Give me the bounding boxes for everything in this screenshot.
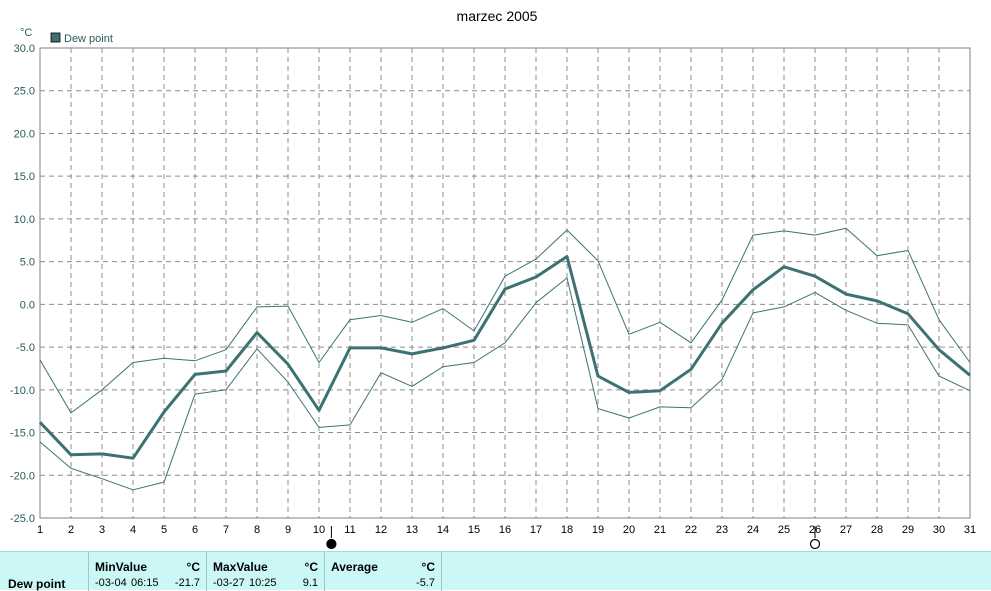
x-tick-label: 6	[192, 524, 198, 536]
min-value-header: MinValue	[95, 560, 148, 574]
x-tick-label: 3	[99, 524, 105, 536]
x-tick-label: 25	[778, 524, 790, 536]
max-value-unit: °C	[304, 560, 318, 574]
x-tick-label: 1	[37, 524, 43, 536]
min-value-value: -21.7	[174, 577, 200, 589]
x-tick-label: 8	[254, 524, 260, 536]
x-tick-label: 31	[964, 524, 976, 536]
x-tick-label: 19	[592, 524, 604, 536]
average-value: -5.7	[416, 577, 435, 589]
x-tick-label: 11	[344, 524, 355, 536]
x-tick-label: 12	[375, 524, 387, 536]
y-tick-label: 10.0	[14, 214, 35, 226]
y-tick-label: 30.0	[14, 43, 35, 55]
x-tick-label: 5	[161, 524, 167, 536]
max-value-time: 10:25	[249, 577, 277, 589]
x-tick-label: 15	[468, 524, 480, 536]
x-tick-label: 2	[68, 524, 74, 536]
y-tick-label: 25.0	[14, 86, 35, 98]
max-value-value: 9.1	[302, 577, 318, 589]
legend-swatch	[50, 32, 61, 43]
stats-row-label: Dew point	[8, 577, 66, 591]
x-tick-label: 22	[685, 524, 697, 536]
average-cell: Average °C -5.7	[324, 552, 442, 591]
x-tick-label: 13	[406, 524, 418, 536]
x-tick-label: 14	[437, 524, 449, 536]
y-tick-label: -10.0	[10, 385, 35, 397]
x-tick-label: 9	[285, 524, 291, 536]
x-tick-label: 30	[933, 524, 945, 536]
max-value-cell: MaxValue °C -03-27 10:25 9.1	[206, 552, 324, 591]
series-line-max	[39, 227, 971, 414]
legend-label: Dew point	[64, 33, 113, 45]
x-tick-label: 20	[623, 524, 635, 536]
chart-title: marzec 2005	[457, 8, 538, 24]
y-unit-label: °C	[20, 27, 32, 39]
series-line-min	[39, 277, 971, 491]
x-tick-label: 16	[499, 524, 511, 536]
average-header: Average	[331, 560, 378, 574]
y-tick-label: 20.0	[14, 128, 35, 140]
min-value-date: -03-04	[95, 577, 127, 589]
max-value-date: -03-27	[213, 577, 245, 589]
average-unit: °C	[421, 560, 435, 574]
x-tick-label: 29	[902, 524, 914, 536]
x-tick-label: 17	[530, 524, 542, 536]
x-tick-label: 21	[654, 524, 666, 536]
min-value-unit: °C	[186, 560, 200, 574]
x-tick-label: 4	[130, 524, 136, 536]
x-tick-label: 24	[747, 524, 759, 536]
y-tick-label: 0.0	[20, 299, 35, 311]
min-value-time: 06:15	[131, 577, 159, 589]
min-value-cell: MinValue °C -03-04 06:15 -21.7	[88, 552, 206, 591]
x-tick-label: 28	[871, 524, 883, 536]
series-line-average	[38, 255, 971, 460]
filled-circle-marker-icon	[326, 538, 337, 550]
y-tick-label: 15.0	[14, 171, 35, 183]
y-tick-label: -25.0	[10, 513, 35, 525]
x-tick-label: 7	[223, 524, 229, 536]
max-value-header: MaxValue	[213, 560, 268, 574]
x-tick-label: 23	[716, 524, 728, 536]
y-tick-label: -20.0	[10, 470, 35, 482]
stats-table: Dew point MinValue °C -03-04 06:15 -21.7…	[0, 551, 991, 591]
x-tick-label: 18	[561, 524, 573, 536]
x-tick-label: 27	[840, 524, 852, 536]
chart: marzec 2005 °C Dew point 30.025.020.015.…	[10, 8, 976, 550]
y-tick-label: -15.0	[10, 428, 35, 440]
x-tick-label: 10	[313, 524, 325, 536]
y-tick-label: 5.0	[20, 257, 35, 269]
y-tick-label: -5.0	[16, 342, 35, 354]
open-circle-marker-icon	[809, 538, 821, 550]
